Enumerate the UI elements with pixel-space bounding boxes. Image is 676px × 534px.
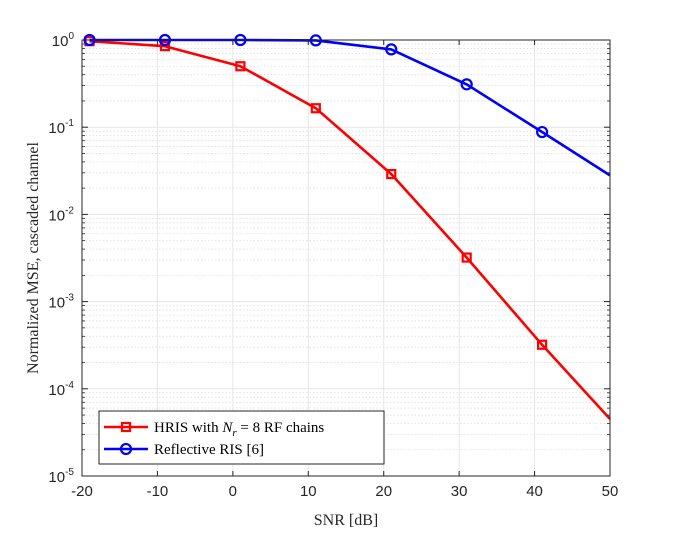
legend-marker-reflective-ris [119,442,133,456]
legend-box [98,410,385,465]
y-tick-label: 100 [52,31,75,50]
data-point-hris [461,252,472,263]
y-axis-label: Normalized MSE, cascaded channel [25,141,42,373]
legend-entry-hris [104,421,148,433]
plot-area [82,40,610,476]
data-point-hris [310,103,321,114]
data-point-hris [159,41,171,52]
series-line-hris [89,39,611,420]
y-tick-labels: 10-5 10-4 10-3 10-2 10-1 100 [48,31,74,486]
x-tick-label: 50 [602,483,619,500]
y-tick-label: 10-1 [48,118,74,137]
y-tick-label: 10-5 [48,467,74,486]
data-point-reflective-ris [460,78,473,91]
data-point-hris [537,339,548,350]
legend-marker-hris [120,421,132,433]
x-tick-label: -10 [147,483,169,500]
x-tick-label: 0 [229,483,237,500]
x-tick-label: 30 [451,483,468,500]
y-tick-label: 10-3 [48,293,74,312]
legend-entry-reflective-ris [104,442,148,456]
legend-label-reflective-ris: Reflective RIS [6] [154,442,264,458]
y-tick-label: 10-2 [48,205,74,224]
x-axis-label: SNR [dB] [314,512,378,529]
legend: HRIS with Nr = 8 RF chains Reflective RI… [98,410,385,465]
x-tick-label: 20 [375,483,392,500]
data-point-hris [386,168,397,180]
x-tick-label: -20 [71,483,93,500]
axis-ticks [81,39,611,477]
legend-label-hris: HRIS with Nr = 8 RF chains [154,420,324,439]
y-tick-label: 10-4 [48,380,74,399]
data-point-hris [235,61,246,72]
x-tick-label: 40 [526,483,543,500]
x-tick-labels: -20 -10 0 10 20 30 40 50 [71,483,618,500]
plot-frame [81,39,611,477]
x-tick-label: 10 [300,483,317,500]
data-point-reflective-ris [385,43,398,56]
data-point-reflective-ris [536,125,549,139]
